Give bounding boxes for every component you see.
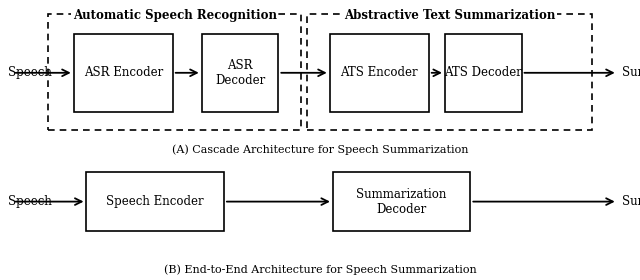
Text: Summary: Summary	[622, 66, 640, 79]
Text: Speech: Speech	[8, 66, 52, 79]
Text: (A) Cascade Architecture for Speech Summarization: (A) Cascade Architecture for Speech Summ…	[172, 144, 468, 155]
Bar	[330, 34, 429, 112]
Text: Summary: Summary	[622, 195, 640, 208]
Text: ASR
Decoder: ASR Decoder	[215, 59, 265, 87]
Text: Speech: Speech	[8, 195, 52, 208]
Text: Speech Encoder: Speech Encoder	[106, 195, 204, 208]
Bar	[86, 172, 224, 231]
Bar	[445, 34, 522, 112]
Text: Summarization
Decoder: Summarization Decoder	[356, 188, 447, 216]
Bar	[333, 172, 470, 231]
Text: Automatic Speech Recognition: Automatic Speech Recognition	[73, 9, 276, 22]
Bar	[48, 14, 301, 130]
Text: Abstractive Text Summarization: Abstractive Text Summarization	[344, 9, 556, 22]
Text: (B) End-to-End Architecture for Speech Summarization: (B) End-to-End Architecture for Speech S…	[164, 264, 476, 275]
Text: ATS Encoder: ATS Encoder	[340, 66, 418, 79]
Text: ATS Decoder: ATS Decoder	[444, 66, 522, 79]
Text: ASR Encoder: ASR Encoder	[84, 66, 163, 79]
Bar	[74, 34, 173, 112]
Bar	[307, 14, 592, 130]
Bar	[202, 34, 278, 112]
